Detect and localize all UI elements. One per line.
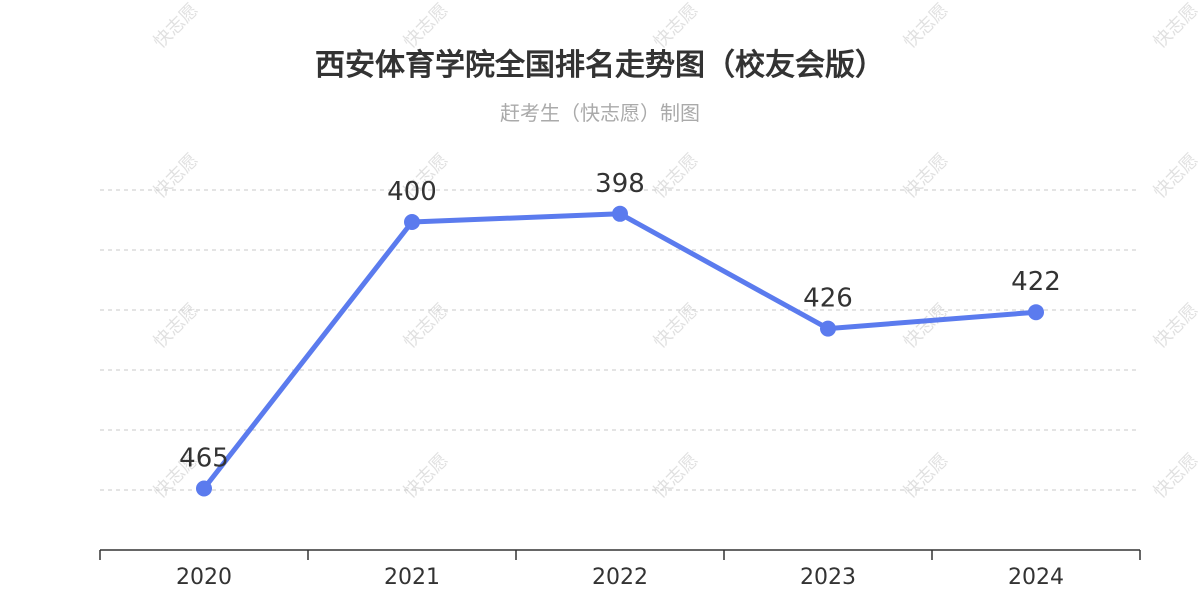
data-label: 422 bbox=[1011, 267, 1061, 297]
data-label: 426 bbox=[803, 284, 853, 314]
data-point[interactable] bbox=[196, 480, 212, 497]
x-tick-label: 2024 bbox=[1008, 565, 1064, 590]
series-layer: 465 400 398 426 422 bbox=[179, 169, 1061, 497]
watermark-text: 快志愿 bbox=[650, 450, 703, 503]
data-point[interactable] bbox=[612, 205, 628, 222]
watermark-text: 快志愿 bbox=[900, 150, 953, 203]
x-axis: 2020 2021 2022 2023 2024 bbox=[99, 549, 1141, 590]
x-tick-label: 2022 bbox=[592, 565, 648, 590]
chart-title: 西安体育学院全国排名走势图（校友会版） bbox=[315, 48, 885, 83]
watermark-text: 快志愿 bbox=[150, 0, 203, 53]
watermark-text: 快志愿 bbox=[650, 150, 703, 203]
data-label: 400 bbox=[387, 177, 437, 207]
watermark-text: 快志愿 bbox=[150, 300, 203, 353]
data-label: 465 bbox=[179, 444, 229, 474]
watermark-text: 快志愿 bbox=[1150, 300, 1200, 353]
watermark-text: 快志愿 bbox=[900, 450, 953, 503]
watermark-text: 快志愿 bbox=[900, 300, 953, 353]
chart-subtitle: 赶考生（快志愿）制图 bbox=[500, 101, 700, 125]
watermark-text: 快志愿 bbox=[1150, 0, 1200, 53]
grid-lines bbox=[100, 189, 1140, 491]
x-tick-label: 2023 bbox=[800, 565, 856, 590]
data-point[interactable] bbox=[404, 214, 420, 230]
series-line bbox=[201, 211, 1039, 491]
x-tick-label: 2020 bbox=[176, 565, 232, 590]
watermark-text: 快志愿 bbox=[400, 0, 453, 53]
data-point[interactable] bbox=[820, 320, 836, 337]
data-point[interactable] bbox=[1028, 304, 1044, 321]
watermark-text: 快志愿 bbox=[400, 450, 453, 503]
watermark-text: 快志愿 bbox=[1150, 450, 1200, 503]
data-label: 398 bbox=[595, 169, 645, 199]
watermark-text: 快志愿 bbox=[400, 300, 453, 353]
x-tick-label: 2021 bbox=[384, 565, 440, 590]
watermark-text: 快志愿 bbox=[650, 0, 703, 53]
watermark-text: 快志愿 bbox=[650, 300, 703, 353]
watermark-text: 快志愿 bbox=[900, 0, 953, 53]
watermark-text: 快志愿 bbox=[1150, 150, 1200, 203]
watermark-text: 快志愿 bbox=[150, 150, 203, 203]
